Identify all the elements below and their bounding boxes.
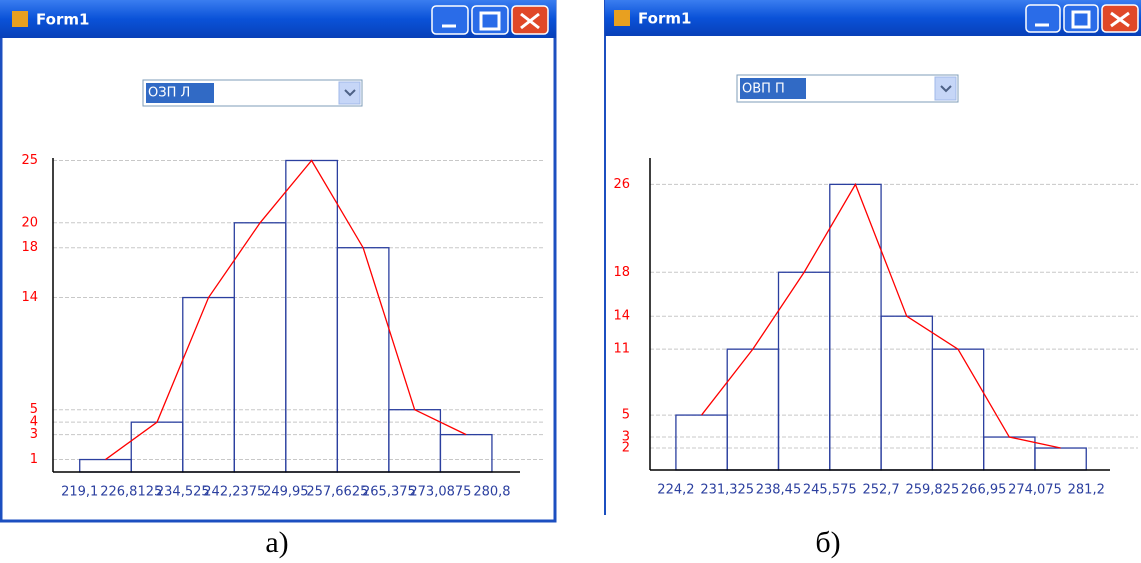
- x-tick-label: 257,6625: [306, 485, 368, 500]
- x-tick-label: 281,2: [1068, 483, 1105, 498]
- arrow-glyph: [344, 89, 356, 97]
- minimize-button[interactable]: [431, 5, 469, 35]
- y-tick-label: 3: [30, 427, 38, 442]
- button-glyphs: [1035, 10, 1130, 29]
- window: Form1 ОЗП Л: [0, 0, 557, 523]
- window-frame: [0, 0, 557, 523]
- x-tick-label: 280,8: [473, 485, 510, 500]
- x-tick-label: 224,2: [657, 483, 694, 498]
- y-tick-label: 11: [613, 342, 630, 357]
- y-tick-label: 26: [613, 177, 630, 192]
- combo-text: ОЗП Л: [148, 86, 190, 101]
- x-tick-label: 266,95: [961, 483, 1007, 498]
- x-tick-label: 238,45: [756, 483, 802, 498]
- y-tick-label: 18: [21, 240, 38, 255]
- x-tick-label: 259,825: [905, 483, 959, 498]
- y-tick-label: 25: [21, 153, 38, 168]
- y-tick-label: 14: [21, 290, 38, 305]
- combo-selection: [146, 83, 214, 103]
- y-tick-label: 3: [622, 430, 630, 445]
- y-tick-label: 20: [21, 215, 38, 230]
- y-tick-label: 14: [613, 309, 630, 324]
- y-tick-label: 1: [30, 452, 38, 467]
- x-tick-label: 273,0875: [409, 485, 471, 500]
- window-title: Form1: [638, 10, 691, 28]
- x-tick-label: 274,075: [1008, 483, 1062, 498]
- window-title: Form1: [36, 11, 89, 29]
- frequency-polygon: [105, 159, 467, 461]
- combo-text: ОВП П: [742, 82, 785, 97]
- combo-arrow[interactable]: [934, 76, 957, 101]
- y-tick-label: 5: [622, 408, 630, 423]
- caption: а): [265, 526, 288, 559]
- y-tick-label: 18: [613, 265, 630, 280]
- window: Form1 ОВП П: [604, 0, 1141, 520]
- x-tick-label: 249,95: [263, 485, 309, 500]
- button-glyphs: [442, 11, 540, 31]
- x-tick-label: 252,7: [862, 483, 899, 498]
- x-tick-label: 245,575: [803, 483, 857, 498]
- arrow-glyph: [940, 85, 952, 93]
- x-tick-label: 226,8125: [100, 485, 162, 500]
- frequency-polygon: [701, 182, 1061, 449]
- x-tick-label: 219,1: [61, 485, 98, 500]
- app-icon: [614, 10, 630, 26]
- y-tick-label: 2: [622, 441, 630, 456]
- minimize-button[interactable]: [1025, 4, 1061, 33]
- x-tick-label: 242,2375: [203, 485, 265, 500]
- combo-arrow[interactable]: [338, 81, 361, 105]
- caption: б): [815, 526, 840, 559]
- x-tick-label: 231,325: [700, 483, 754, 498]
- combo-selection: [740, 78, 806, 99]
- x-tick-label: 265,375: [362, 485, 416, 500]
- x-tick-label: 234,525: [156, 485, 210, 500]
- y-tick-label: 5: [30, 402, 38, 417]
- y-tick-label: 4: [30, 415, 38, 430]
- app-icon: [12, 11, 28, 27]
